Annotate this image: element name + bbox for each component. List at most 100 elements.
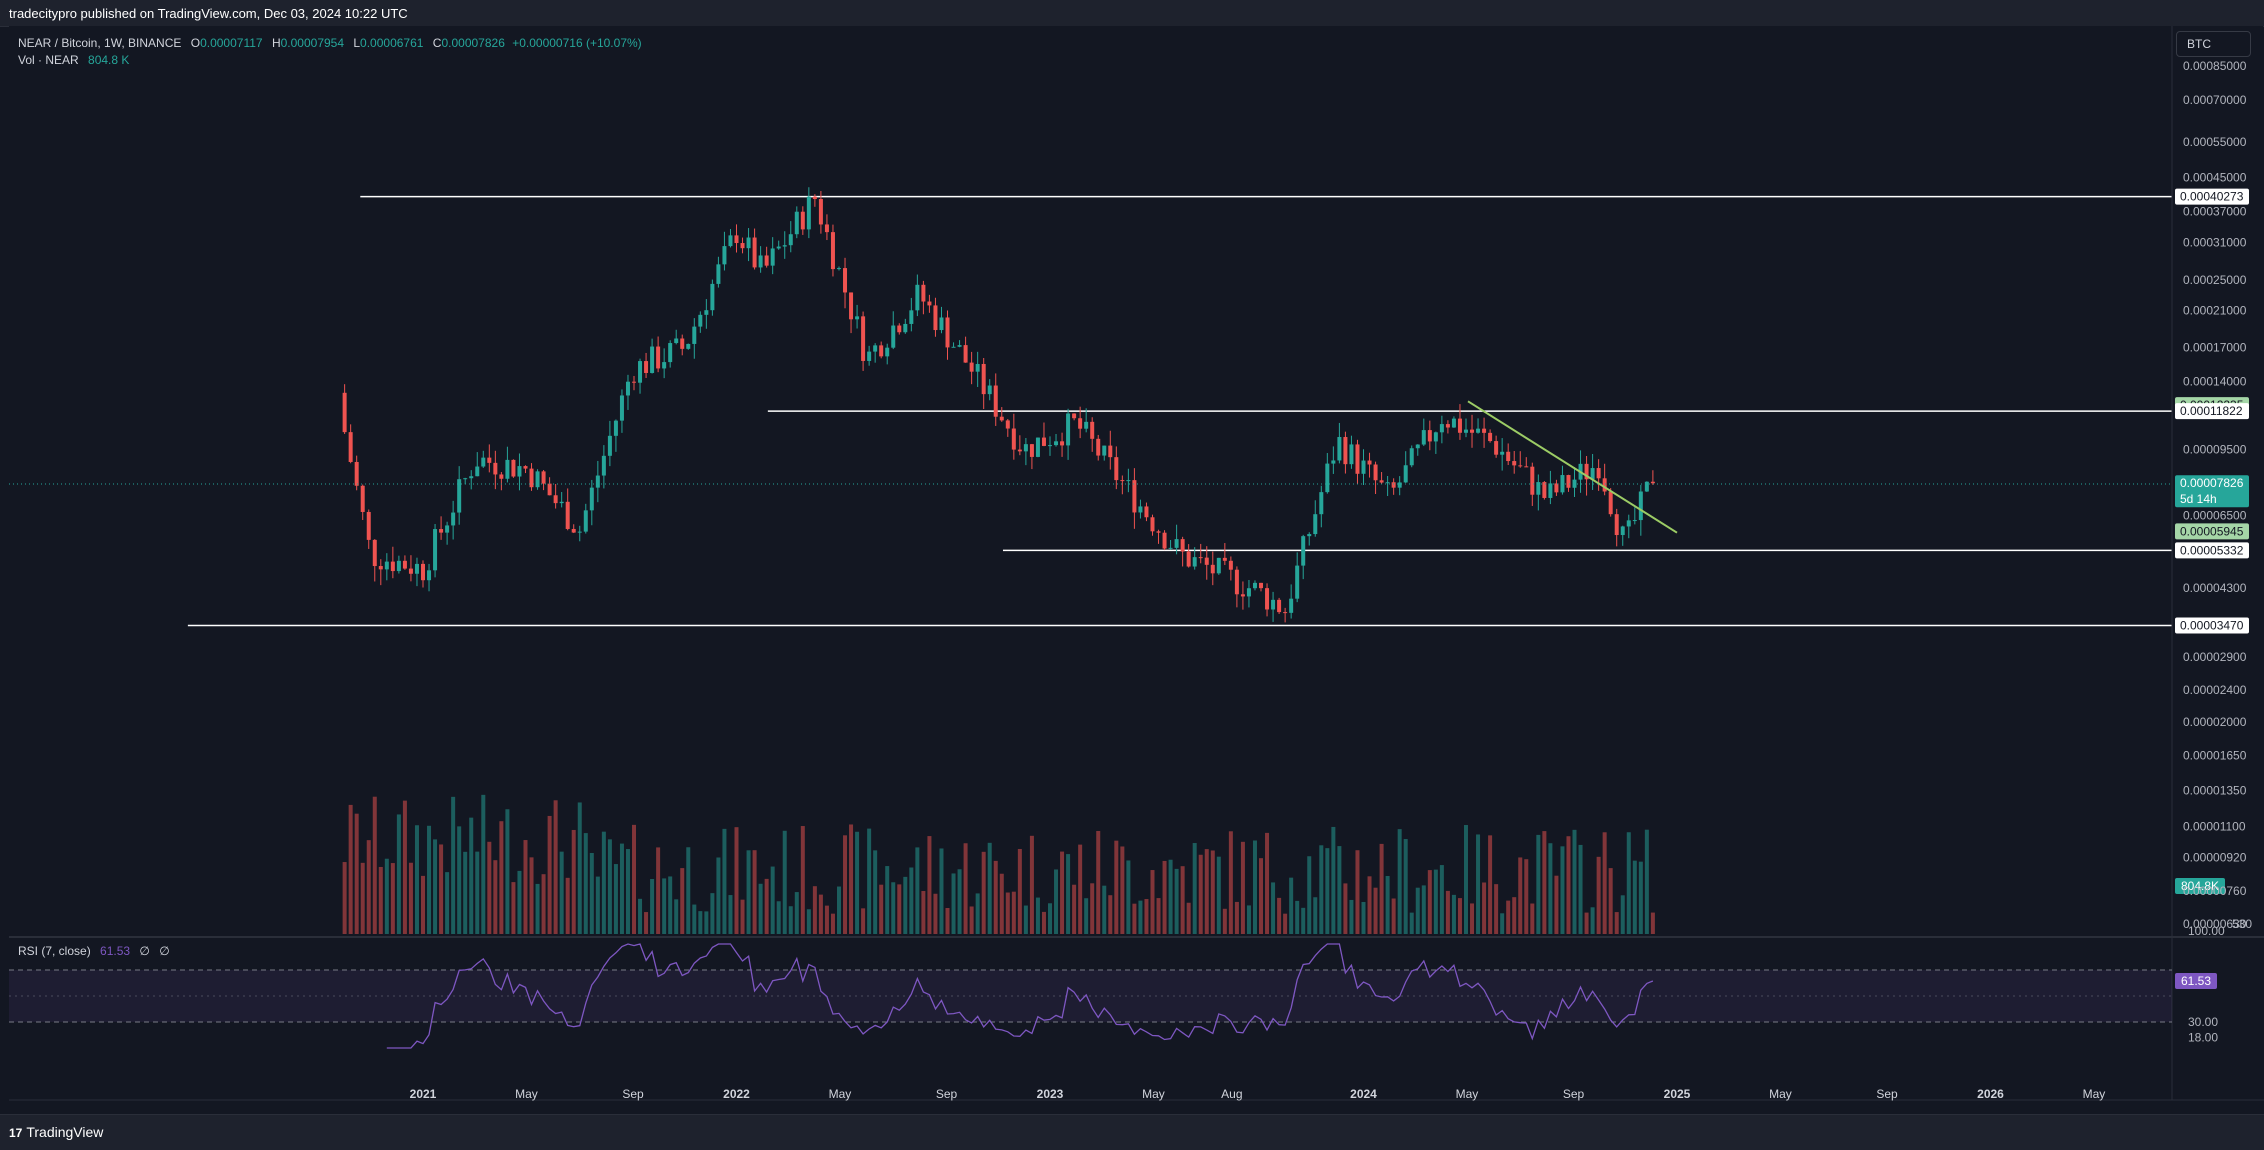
candle-body	[354, 461, 359, 486]
candle-body	[1246, 588, 1251, 597]
candle-body	[686, 343, 691, 349]
candle-body	[782, 245, 787, 247]
candle-body	[1506, 451, 1511, 462]
volume-bar	[776, 901, 781, 934]
volume-bar	[1524, 859, 1529, 934]
candle-body	[427, 570, 432, 581]
candle-body	[1035, 437, 1040, 457]
volume-bar	[408, 862, 413, 934]
volume-bar	[975, 893, 980, 934]
candle-body	[1307, 534, 1312, 537]
candle-body	[1397, 482, 1402, 488]
volume-bar	[674, 899, 679, 934]
candle-body	[1439, 424, 1444, 433]
candle-body	[553, 495, 558, 504]
candle-body	[457, 479, 462, 513]
candle-body	[830, 232, 835, 270]
candle-body	[565, 501, 570, 529]
volume-bar	[1265, 832, 1270, 934]
volume-bar	[806, 909, 811, 934]
volume-bar	[1397, 829, 1402, 934]
price-label-box	[2175, 523, 2249, 540]
candle-body	[1415, 444, 1420, 449]
candle-body	[794, 211, 799, 235]
candle-body	[601, 455, 606, 476]
volume-bar	[1427, 870, 1432, 934]
candle-body	[1114, 457, 1119, 481]
candle-body	[1445, 424, 1450, 428]
volume-bar	[1041, 911, 1046, 934]
volume-bar	[818, 894, 823, 934]
volume-bar	[1476, 834, 1481, 934]
candle-body	[1283, 612, 1288, 614]
volume-bar	[1313, 897, 1318, 934]
volume-bar	[619, 843, 624, 934]
volume-bar	[1084, 898, 1089, 934]
candle-body	[836, 268, 841, 270]
volume-bar	[1482, 882, 1487, 934]
candle-body	[1524, 466, 1529, 468]
volume-bar	[915, 847, 920, 934]
time-tick-label: 2025	[1664, 1087, 1691, 1101]
candle-body	[824, 224, 829, 233]
candle-body	[372, 539, 377, 567]
price-tick-label: 0.00001100	[2183, 819, 2246, 833]
candle-body	[987, 385, 992, 395]
volume-bar	[1415, 887, 1420, 934]
volume-bar	[963, 843, 968, 934]
volume-bar	[1156, 898, 1161, 934]
candle-body	[1626, 520, 1631, 527]
volume-bar	[553, 800, 558, 934]
candle-body	[1349, 444, 1354, 465]
rsi-legend: RSI (7, close) 61.53 ∅ ∅	[18, 944, 170, 958]
volume-bar	[1614, 912, 1619, 934]
volume-bar	[1234, 901, 1239, 934]
candle-body	[1216, 557, 1221, 574]
tradingview-logo[interactable]: 17 TradingView	[9, 1124, 103, 1140]
volume-bar	[969, 906, 974, 934]
volume-bar	[1626, 832, 1631, 934]
volume-bar	[885, 866, 890, 934]
candle-body	[475, 466, 480, 477]
volume-last-box	[2175, 878, 2225, 894]
volume-bar	[499, 821, 504, 934]
volume-bar	[1162, 860, 1167, 934]
time-tick-label: 2026	[1977, 1087, 2004, 1101]
candle-body	[342, 392, 347, 433]
volume-bar	[1216, 856, 1221, 934]
candle-body	[1265, 588, 1270, 610]
volume-bar	[698, 911, 703, 934]
price-label-text: 0.00011822	[2180, 404, 2243, 418]
currency-button[interactable]: BTC	[2176, 31, 2251, 57]
candle-body	[891, 325, 896, 348]
candle-body	[1301, 536, 1306, 566]
candle-body	[704, 310, 709, 315]
price-tick-label: 0.00002900	[2183, 650, 2247, 664]
candle-body	[1162, 532, 1167, 549]
rsi-tick-label: 100.00	[2188, 924, 2225, 938]
change-value: +0.00000716 (+10.07%)	[512, 36, 642, 50]
candle-body	[517, 466, 522, 477]
volume-bar	[794, 892, 799, 934]
candle-body	[981, 363, 986, 395]
trendline-line	[1467, 400, 1678, 534]
volume-bar	[1445, 890, 1450, 934]
candle-body	[1138, 506, 1143, 513]
price-tick-label: 0.00055000	[2183, 135, 2247, 149]
candle-body	[1403, 465, 1408, 483]
candle-body	[583, 510, 588, 532]
volume-bar	[987, 842, 992, 934]
volume-bar	[457, 826, 462, 934]
candle-body	[1536, 482, 1541, 495]
candle-body	[885, 347, 890, 357]
price-label-box	[2175, 403, 2249, 420]
volume-bar	[535, 883, 540, 934]
price-tick-label: 0.00025000	[2183, 273, 2247, 287]
candle-body	[1180, 539, 1185, 552]
candle-body	[933, 305, 938, 331]
volume-bar	[1349, 899, 1354, 934]
volume-bar	[613, 864, 618, 934]
symbol-legend: NEAR / Bitcoin, 1W, BINANCE O0.00007117 …	[18, 35, 642, 69]
volume-bar	[668, 876, 673, 934]
